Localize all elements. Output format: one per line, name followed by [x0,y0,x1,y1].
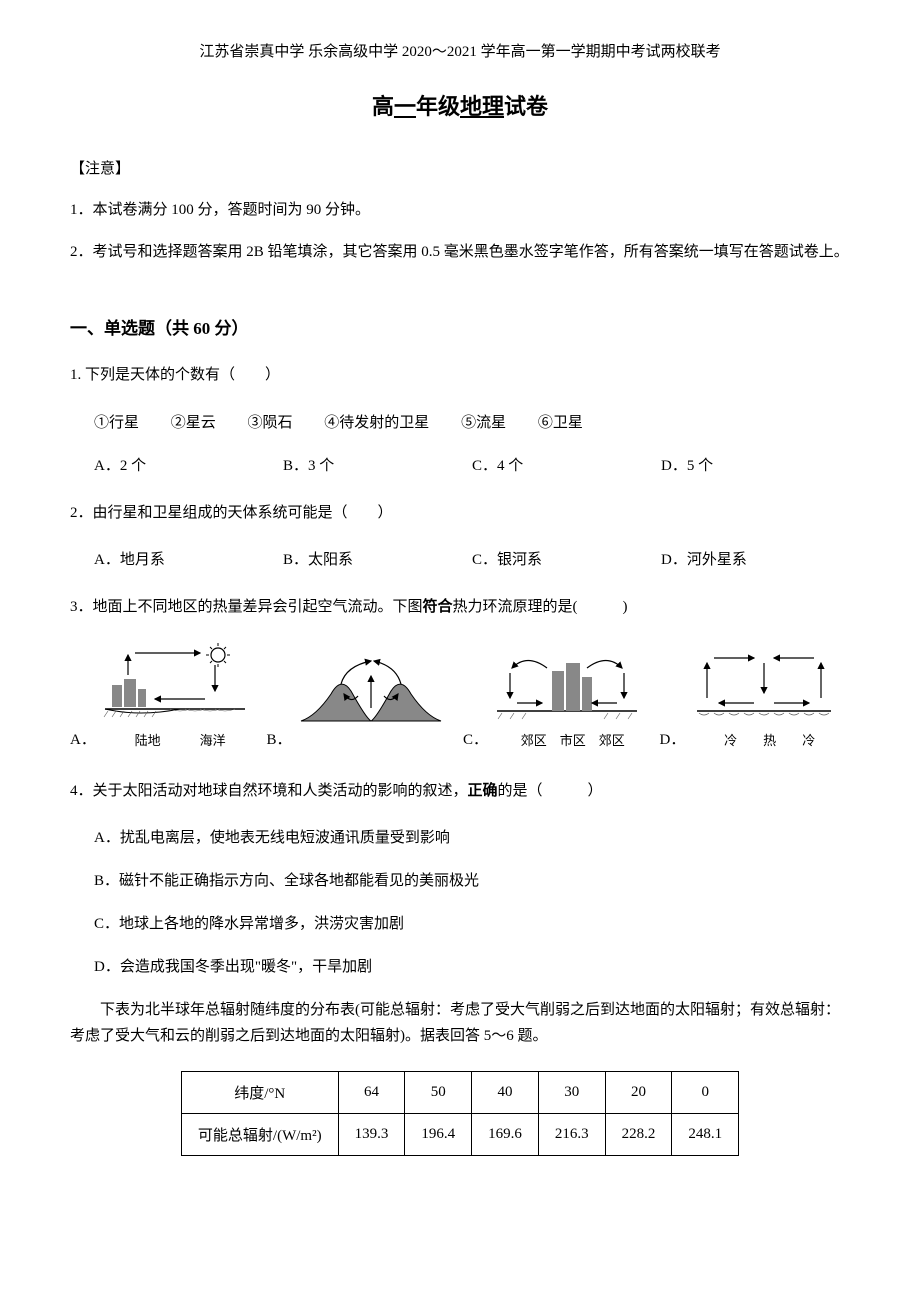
q3-label-a: A． [70,728,96,749]
q3-a-caption: 陆地 海洋 [100,730,261,749]
q1-circ-1: ①行星 [94,415,139,431]
q3-label-c: C． [463,728,488,749]
q3-label-b: B． [267,728,292,749]
q3-stem: 3．地面上不同地区的热量差异会引起空气流动。下图符合热力环流原理的是( ) [70,595,850,621]
q4-opt-b: B．磁针不能正确指示方向、全球各地都能看见的美丽极光 [70,869,850,890]
q3-diagram-b-box [296,646,457,749]
q3-diagram-d: D． 冷 热 冷 [660,643,851,749]
q1-opt-c: C．4 个 [472,454,661,475]
q4-opt-a: A．扰乱电离层，使地表无线电短波通讯质量受到影响 [70,826,850,847]
q3-diagrams: A． 陆地 海洋 B． [70,643,850,749]
q1-circled: ①行星 ②星云 ③陨石 ④待发射的卫星 ⑤流星 ⑥卫星 [70,411,850,432]
th-c4: 20 [605,1072,672,1114]
q2-opt-d: D．河外星系 [661,548,850,569]
q1-circ-5: ⑤流星 [461,415,506,431]
notice-heading: 【注意】 [70,157,850,178]
radiation-table: 纬度/°N 64 50 40 30 20 0 可能总辐射/(W/m²) 139.… [181,1071,739,1156]
td-r2-4: 228.2 [605,1114,672,1156]
th-c3: 30 [538,1072,605,1114]
q3-diagram-a-box: 陆地 海洋 [100,643,261,749]
q3-stem-post: 热力环流原理的是( ) [453,599,628,615]
urban-heat-icon [492,643,642,728]
q2-stem: 2．由行星和卫星组成的天体系统可能是（ ） [70,501,850,527]
title-u1: 一 [394,94,416,119]
q1-circ-6: ⑥卫星 [538,415,583,431]
q3-diagram-a: A． 陆地 海洋 [70,643,261,749]
q3-diagram-c: C． 郊区 市区 郊区 [463,643,654,749]
title-prefix: 高 [372,94,394,119]
q2-options: A．地月系 B．太阳系 C．银河系 D．河外星系 [70,548,850,569]
valley-wind-icon [296,646,446,731]
main-title: 高一年级地理试卷 [70,89,850,121]
q4-stem: 4．关于太阳活动对地球自然环境和人类活动的影响的叙述，正确的是（ ） [70,779,850,805]
q1-options: A．2 个 B．3 个 C．4 个 D．5 个 [70,454,850,475]
th-c2: 40 [472,1072,539,1114]
notice-item-1: 1．本试卷满分 100 分，答题时间为 90 分钟。 [70,198,850,222]
th-label-2: 可能总辐射/(W/m²) [181,1114,338,1156]
th-label-1: 纬度/°N [181,1072,338,1114]
title-mid: 年级 [416,94,460,119]
td-r2-2: 169.6 [472,1114,539,1156]
title-u2: 地理 [460,94,504,119]
thermal-box-icon [689,643,839,728]
q1-opt-b: B．3 个 [283,454,472,475]
q1-opt-a: A．2 个 [94,454,283,475]
q3-c-cap-right: 郊区 [599,733,625,748]
q3-d-cap-right: 冷 [802,733,815,748]
q3-d-caption: 冷 热 冷 [689,730,850,749]
q3-stem-bold: 符合 [423,599,453,615]
sea-breeze-icon [100,643,250,728]
q3-c-cap-left: 郊区 [521,733,547,748]
q3-diagram-b: B． [267,646,458,749]
q3-stem-pre: 3．地面上不同地区的热量差异会引起空气流动。下图 [70,599,423,615]
q2-opt-a: A．地月系 [94,548,283,569]
q1-circ-4: ④待发射的卫星 [324,415,429,431]
section-heading: 一、单选题（共 60 分） [70,314,850,339]
th-c5: 0 [672,1072,739,1114]
q1-circ-3: ③陨石 [248,415,293,431]
q3-c-caption: 郊区 市区 郊区 [492,730,653,749]
q2-opt-c: C．银河系 [472,548,661,569]
td-r2-0: 139.3 [338,1114,405,1156]
title-suffix: 试卷 [504,94,548,119]
passage-5-6: 下表为北半球年总辐射随纬度的分布表(可能总辐射：考虑了受大气削弱之后到达地面的太… [70,998,850,1049]
q4-opt-d: D．会造成我国冬季出现"暖冬"，干旱加剧 [70,955,850,976]
q3-d-cap-mid: 热 [763,733,776,748]
q3-c-cap-mid: 市区 [560,733,586,748]
q2-opt-b: B．太阳系 [283,548,472,569]
q1-circ-2: ②星云 [171,415,216,431]
q4-stem-pre: 4．关于太阳活动对地球自然环境和人类活动的影响的叙述， [70,783,468,799]
notice-item-2: 2．考试号和选择题答案用 2B 铅笔填涂，其它答案用 0.5 毫米黑色墨水签字笔… [70,240,850,264]
q4-stem-bold: 正确 [468,783,498,799]
th-c0: 64 [338,1072,405,1114]
td-r2-1: 196.4 [405,1114,472,1156]
q3-b-caption [296,733,457,749]
q3-label-d: D． [660,728,686,749]
table-row-2: 可能总辐射/(W/m²) 139.3 196.4 169.6 216.3 228… [181,1114,738,1156]
td-r2-5: 248.1 [672,1114,739,1156]
q3-d-cap-left: 冷 [724,733,737,748]
q3-a-cap-right: 海洋 [200,733,226,748]
q4-stem-post: 的是（ ） [498,783,603,799]
table-row-header: 纬度/°N 64 50 40 30 20 0 [181,1072,738,1114]
td-r2-3: 216.3 [538,1114,605,1156]
q4-opt-c: C．地球上各地的降水异常增多，洪涝灾害加剧 [70,912,850,933]
th-c1: 50 [405,1072,472,1114]
header-line: 江苏省崇真中学 乐余高级中学 2020～2021 学年高一第一学期期中考试两校联… [70,40,850,61]
q3-a-cap-left: 陆地 [135,733,161,748]
q3-diagram-d-box: 冷 热 冷 [689,643,850,749]
q3-diagram-c-box: 郊区 市区 郊区 [492,643,653,749]
q1-stem: 1. 下列是天体的个数有（ ） [70,363,850,389]
q1-opt-d: D．5 个 [661,454,850,475]
